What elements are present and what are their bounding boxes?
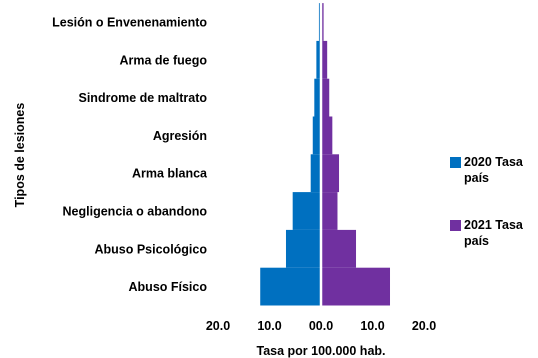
category-label: Arma blanca [132,167,208,181]
bar-2021 [321,40,328,79]
bar-2021 [321,116,333,155]
bar-2020 [310,154,321,193]
x-tick-label: 10.0 [257,319,281,333]
x-tick-labels: 20.0 10.0 00.0 10.0 20.0 [206,319,436,333]
category-label: Lesión o Envenenamiento [52,16,207,30]
bar-2020 [285,229,321,268]
category-label: Agresión [153,129,207,143]
bar-2021 [321,229,357,268]
x-axis-title: Tasa por 100.000 hab. [257,344,386,358]
x-tick-label: 20.0 [412,319,436,333]
bar-2021 [321,192,338,230]
bar-2021 [321,78,330,117]
legend: 2020 Tasa país 2021 Tasa país [450,155,524,248]
bar-2021 [321,154,340,193]
category-label: Abuso Físico [129,280,208,294]
x-tick-label: 20.0 [206,319,230,333]
bar-2021 [321,267,391,306]
bar-2020 [292,192,322,230]
category-labels: Lesión o Envenenamiento Arma de fuego Sind… [52,16,208,295]
bar-2021 [321,3,324,41]
category-label: Arma de fuego [119,53,207,67]
x-tick-label: 10.0 [360,319,384,333]
category-label: Abuso Psicológico [94,242,207,256]
legend-swatch [450,157,461,168]
x-tick-label: 00.0 [309,319,333,333]
category-label: Negligencia o abandono [63,205,208,219]
bars [260,3,391,306]
legend-swatch [450,220,461,231]
y-axis-title: Tipos de lesiones [13,103,27,208]
bar-2020 [312,116,321,155]
legend-label: 2020 Tasa país [464,155,524,185]
category-label: Sindrome de maltrato [79,91,208,105]
bar-2020 [316,40,322,79]
bar-2020 [314,78,322,117]
bar-2020 [260,267,321,306]
legend-label: 2021 Tasa país [464,218,524,248]
